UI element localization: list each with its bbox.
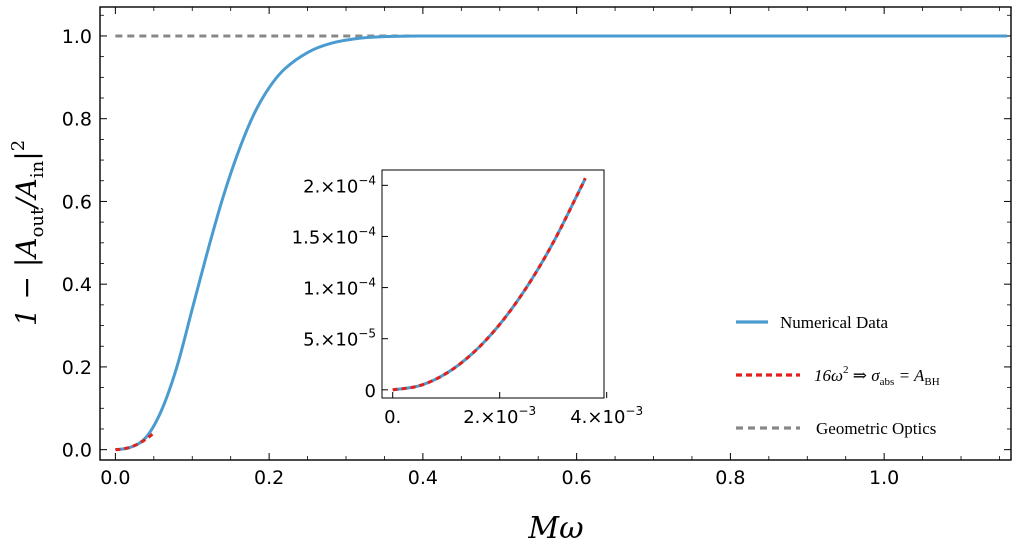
inset-x-tick-label: 2.×10−3 bbox=[463, 404, 536, 428]
inset-y-tick-exponent: −5 bbox=[358, 327, 376, 341]
x-tick-label: 0.0 bbox=[100, 467, 130, 489]
y-tick-label: 0.4 bbox=[62, 274, 92, 296]
series-line-16 bbox=[115, 431, 155, 452]
y-axis-label: 1 − |Aout/Ain|2 bbox=[8, 140, 48, 326]
y-tick-label: 0.6 bbox=[62, 191, 92, 213]
inset-y-tick-exponent: −4 bbox=[358, 276, 376, 290]
inset-y-tick-label: 0 bbox=[365, 381, 376, 402]
legend-fit-eq: = A bbox=[894, 366, 925, 385]
inset-x-tick-exponent: −3 bbox=[518, 404, 536, 418]
y-label-sup: 2 bbox=[8, 140, 29, 151]
inset-x-tick-label: 0. bbox=[384, 407, 401, 428]
x-tick-label: 0.4 bbox=[408, 467, 438, 489]
y-label-prefix: 1 − |A bbox=[10, 237, 43, 326]
main-plot-frame bbox=[99, 6, 1012, 461]
inset-y-tick-mantissa: 1.5×10 bbox=[292, 227, 359, 248]
inset-ticks: 0. 2.×10−3 4.×10−305.×10−51.×10−41.5×10−42… bbox=[292, 173, 643, 428]
inset-x-tick-mantissa: 0. bbox=[384, 407, 401, 428]
inset-y-tick-exponent: −4 bbox=[358, 224, 376, 238]
legend-label-numerical: Numerical Data bbox=[780, 313, 889, 332]
main-series bbox=[115, 34, 1008, 452]
inset-y-tick-exponent: −4 bbox=[358, 173, 376, 187]
legend: Numerical Data 16ω2 ⇒ σabs = ABH Geometr… bbox=[736, 313, 940, 438]
inset-series-line-fit bbox=[392, 177, 587, 392]
y-label-sub-in: in bbox=[27, 160, 48, 178]
y-tick-label: 1.0 bbox=[62, 26, 92, 48]
legend-fit-arrow: ⇒ σ bbox=[849, 366, 881, 385]
inset-y-tick-mantissa: 1.×10 bbox=[303, 279, 358, 300]
inset-x-tick-mantissa: 2.×10 bbox=[463, 407, 518, 428]
y-label-sub-out: out bbox=[27, 207, 48, 237]
inset-x-tick-mantissa: 4.×10 bbox=[570, 407, 625, 428]
x-tick-label: 0.6 bbox=[562, 467, 592, 489]
inset-y-tick-label: 5.×10−5 bbox=[303, 327, 376, 351]
legend-label-fit: 16ω2 ⇒ σabs = ABH bbox=[814, 364, 940, 388]
x-axis-label: Mω bbox=[527, 511, 583, 546]
inset-y-tick-label: 1.5×10−4 bbox=[292, 224, 376, 248]
inset-y-tick-mantissa: 5.×10 bbox=[303, 330, 358, 351]
series-line-numerical bbox=[115, 34, 1008, 452]
inset-y-tick-label: 1.×10−4 bbox=[303, 276, 376, 300]
x-tick-label: 0.8 bbox=[715, 467, 745, 489]
inset-frame bbox=[381, 169, 605, 399]
legend-fit-prefix: 16ω bbox=[814, 366, 843, 385]
legend-label-geometric: Geometric Optics bbox=[816, 419, 936, 438]
inset-y-tick-mantissa: 2.×10 bbox=[303, 176, 358, 197]
inset-series bbox=[392, 177, 587, 392]
inset-y-tick-label: 2.×10−4 bbox=[303, 173, 376, 197]
inset-x-tick-exponent: −3 bbox=[625, 404, 643, 418]
y-label-slash: /A bbox=[10, 178, 43, 211]
inset-y-tick-mantissa: 0 bbox=[365, 381, 376, 402]
legend-fit-sup: 2 bbox=[843, 364, 849, 376]
x-tick-label: 1.0 bbox=[869, 467, 899, 489]
inset-x-tick-label: 4.×10−3 bbox=[570, 404, 643, 428]
y-tick-label: 0.0 bbox=[62, 440, 92, 462]
y-label-bar: | bbox=[10, 151, 43, 160]
main-ticks: 0.0 0.2 0.4 0.6 0.8 1.00.00.20.40.60.81.0 bbox=[62, 7, 1011, 489]
legend-fit-sub2: BH bbox=[924, 376, 939, 388]
y-tick-label: 0.2 bbox=[62, 357, 92, 379]
legend-fit-sub1: abs bbox=[880, 376, 895, 388]
y-tick-label: 0.8 bbox=[62, 109, 92, 131]
x-tick-label: 0.2 bbox=[254, 467, 284, 489]
